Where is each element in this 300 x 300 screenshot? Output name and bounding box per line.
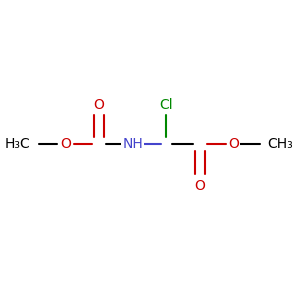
Text: Cl: Cl [159,98,173,112]
Text: O: O [194,179,205,194]
Text: NH: NH [122,137,143,152]
Text: O: O [94,98,104,112]
Text: O: O [60,137,71,152]
Text: O: O [228,137,239,152]
Text: H₃C: H₃C [4,137,30,152]
Text: CH₃: CH₃ [267,137,293,152]
